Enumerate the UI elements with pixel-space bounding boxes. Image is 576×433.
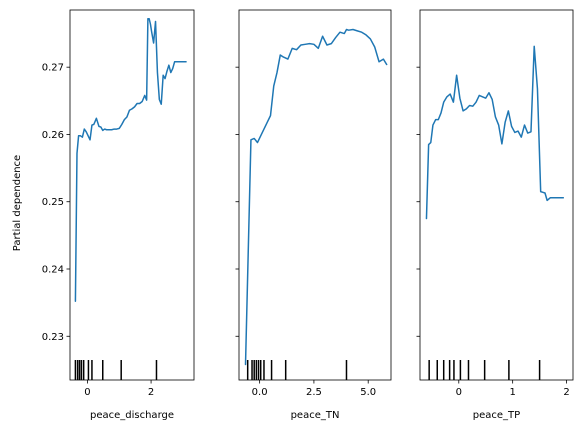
x-tick-label: 0.0 <box>252 387 268 398</box>
x-tick-label: 1 <box>509 387 515 398</box>
y-tick-label: 0.26 <box>42 130 64 141</box>
y-tick-label: 0.25 <box>42 197 64 208</box>
x-tick-label: 2 <box>563 387 569 398</box>
subplot-2: 0.0 2.5 5.0 peace_TN <box>235 9 392 421</box>
axes-frame <box>69 9 195 381</box>
x-axis-label: peace_TP <box>473 410 520 421</box>
y-tick-label: 0.24 <box>42 265 64 276</box>
x-axis-label: peace_TN <box>291 410 340 421</box>
partial-dependence-line <box>425 45 565 220</box>
x-tick-label: 2.5 <box>306 387 322 398</box>
axes-frame <box>238 9 392 381</box>
subplot-1: 0 2 0.23 0.24 0.25 0.26 0.27 peace_discharge <box>42 9 195 421</box>
y-axis-label: Partial dependence <box>12 155 23 251</box>
axes-frame <box>419 9 574 381</box>
partial-dependence-line <box>244 28 388 366</box>
x-tick-label: 2 <box>148 387 154 398</box>
subplot-3: 0 1 2 peace_TP <box>416 9 574 421</box>
x-tick-label: 5.0 <box>360 387 376 398</box>
x-tick-label: 0 <box>456 387 462 398</box>
y-tick-label: 0.23 <box>42 332 64 343</box>
x-tick-label: 0 <box>84 387 90 398</box>
x-axis-label: peace_discharge <box>90 410 174 421</box>
y-tick-label: 0.27 <box>42 63 64 74</box>
partial-dependence-line <box>74 18 187 303</box>
